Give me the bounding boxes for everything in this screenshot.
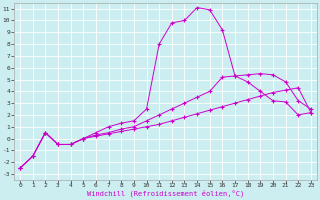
X-axis label: Windchill (Refroidissement éolien,°C): Windchill (Refroidissement éolien,°C) [87, 190, 244, 197]
